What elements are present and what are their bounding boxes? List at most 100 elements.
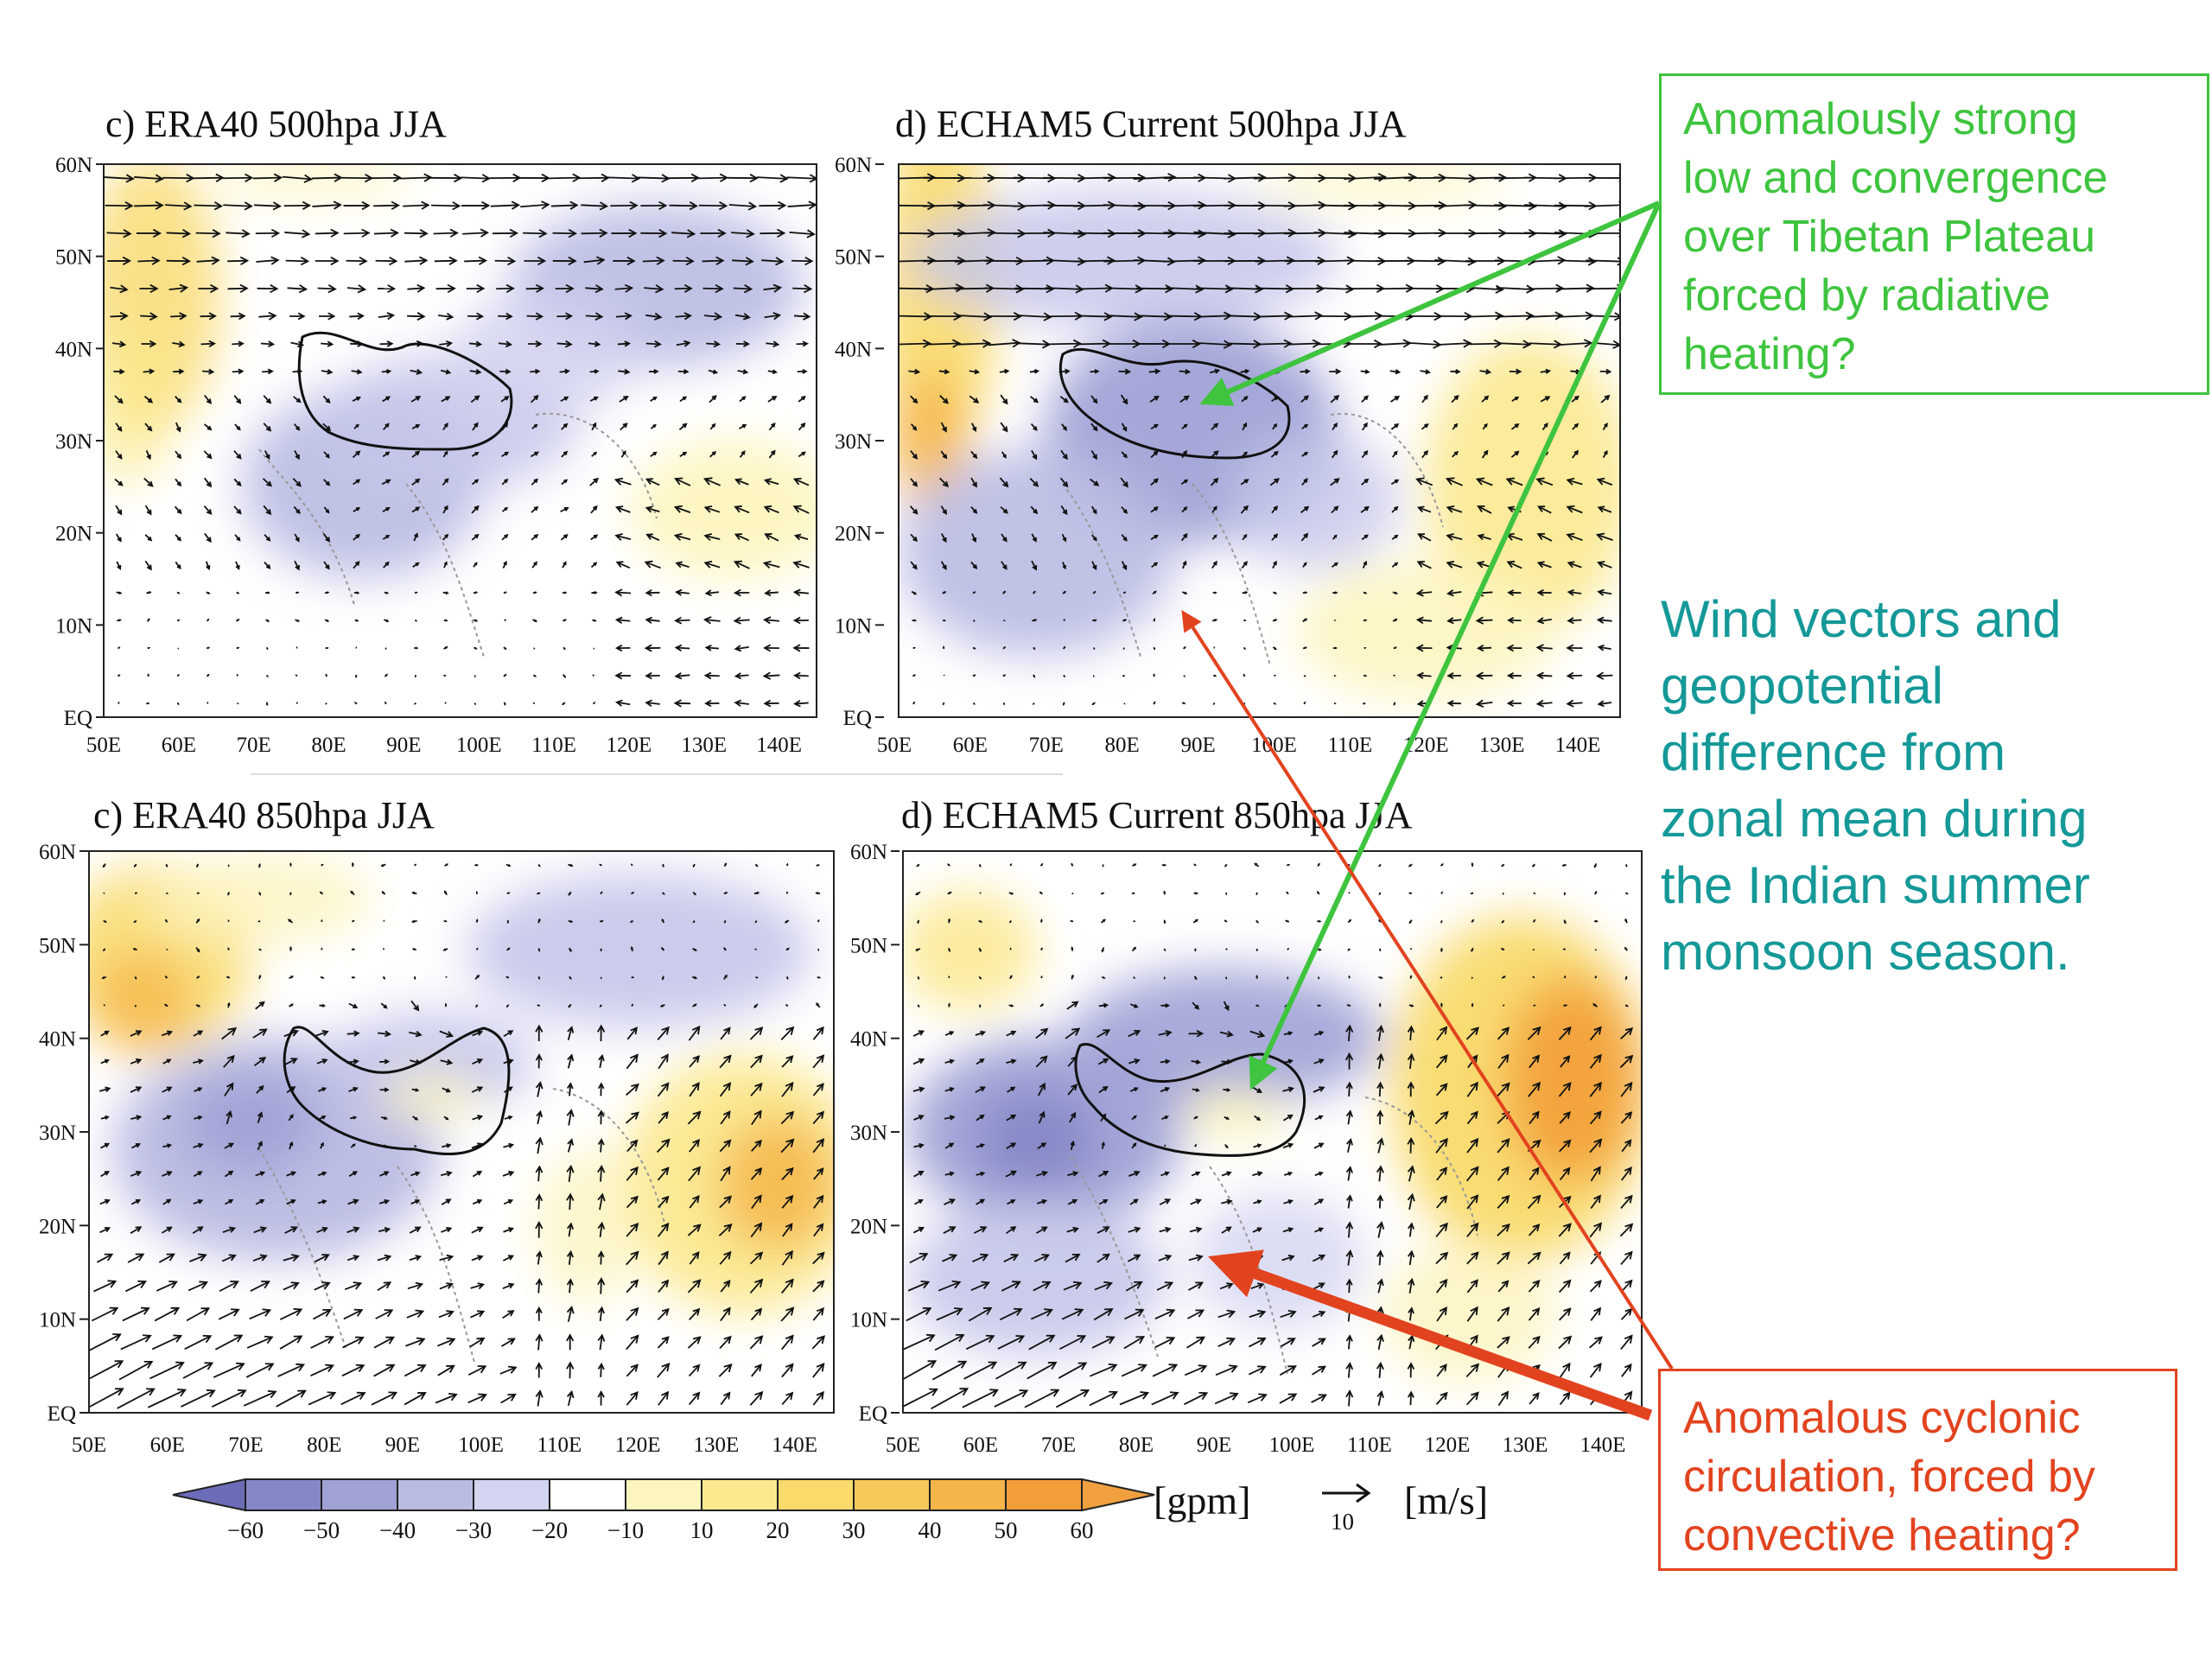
wind-vector xyxy=(283,1254,300,1262)
wind-vector xyxy=(812,1390,824,1406)
colorbar-unit: [gpm] xyxy=(1154,1478,1250,1522)
wind-vector xyxy=(322,533,331,543)
wind-vector xyxy=(1065,1254,1081,1263)
wind-vector xyxy=(1313,1198,1325,1205)
wind-vector xyxy=(1221,1226,1232,1234)
wind-vector xyxy=(1160,1003,1171,1008)
wind-vector xyxy=(1536,561,1552,569)
wind-vector xyxy=(1000,505,1008,514)
wind-vector xyxy=(718,1223,733,1236)
wind-vector xyxy=(1408,863,1413,868)
wind-vector xyxy=(1001,1281,1021,1292)
wind-vector xyxy=(1332,591,1338,594)
wind-vector xyxy=(763,478,779,486)
wind-vector xyxy=(1597,700,1612,708)
wind-vector xyxy=(976,1171,986,1177)
wind-vector xyxy=(143,477,154,487)
wind-vector xyxy=(1128,1029,1141,1038)
wind-vector xyxy=(767,396,778,403)
wind-vector xyxy=(442,919,448,923)
wind-vector xyxy=(1248,1365,1267,1376)
wind-vector xyxy=(1033,646,1036,651)
wind-vector xyxy=(785,947,790,951)
wind-vector xyxy=(221,1254,237,1262)
wind-vector xyxy=(475,1004,479,1008)
wind-vector xyxy=(196,976,200,979)
wind-vector xyxy=(1252,1227,1263,1233)
wind-vector xyxy=(1497,1027,1510,1040)
wind-vector xyxy=(704,589,720,597)
wind-vector xyxy=(348,1002,359,1009)
wind-vector xyxy=(661,976,664,981)
wind-vector xyxy=(1132,863,1137,867)
wind-vector xyxy=(502,560,507,569)
wind-vector xyxy=(1346,863,1351,867)
wind-vector xyxy=(560,533,569,541)
wind-vector xyxy=(526,312,544,321)
wind-vector xyxy=(1000,422,1008,433)
wind-vector xyxy=(626,1250,639,1266)
wind-vector xyxy=(995,1361,1027,1380)
lat-tick-label: 30N xyxy=(55,430,92,454)
wind-vector xyxy=(972,591,976,594)
wind-vector xyxy=(1071,946,1074,951)
lat-tick-label: 20N xyxy=(39,1215,76,1238)
wind-vector xyxy=(597,1109,605,1125)
wind-vector xyxy=(1589,1222,1603,1238)
wind-vector xyxy=(1128,1170,1141,1177)
wind-vector xyxy=(597,1306,605,1322)
wind-vector xyxy=(1224,173,1267,182)
wind-vector xyxy=(598,1053,605,1068)
wind-vector xyxy=(532,619,538,622)
wind-vector xyxy=(1059,477,1069,488)
wind-vector xyxy=(1302,618,1308,623)
wind-vector xyxy=(1392,591,1398,594)
wind-vector xyxy=(1524,229,1567,238)
wind-vector xyxy=(373,200,400,210)
wind-vector xyxy=(1482,423,1488,430)
wind-vector xyxy=(786,862,789,867)
wind-vector xyxy=(913,1115,925,1121)
wind-vector xyxy=(657,1026,670,1040)
wind-vector xyxy=(619,395,629,403)
wind-vector xyxy=(145,450,151,461)
wind-vector xyxy=(1331,562,1339,568)
wind-vector xyxy=(1593,863,1598,868)
wind-vector xyxy=(233,450,242,460)
wind-vector xyxy=(749,1278,764,1294)
wind-vector xyxy=(1446,672,1462,680)
wind-vector xyxy=(433,228,459,238)
wind-vector xyxy=(382,976,386,980)
wind-vector xyxy=(470,395,480,404)
wind-vector xyxy=(1211,619,1218,622)
wind-vector xyxy=(535,1278,543,1294)
wind-vector xyxy=(1602,423,1608,430)
wind-vector xyxy=(689,1138,701,1153)
lat-tick-label: 10N xyxy=(55,614,92,638)
wind-vector xyxy=(502,1255,515,1262)
wind-vector xyxy=(1181,449,1187,459)
wind-vector xyxy=(797,368,808,374)
wind-vector xyxy=(1624,946,1629,951)
wind-vector xyxy=(645,505,660,513)
wind-vector xyxy=(286,1171,297,1177)
wind-vector xyxy=(1101,976,1106,979)
tibetan-plateau-contour xyxy=(1074,1042,1306,1157)
wind-vector xyxy=(1416,671,1432,679)
wind-vector xyxy=(89,1333,122,1351)
wind-vector xyxy=(910,395,918,404)
wind-vector xyxy=(590,562,598,569)
wind-vector xyxy=(1194,948,1197,952)
wind-vector xyxy=(1001,451,1007,459)
wind-vector xyxy=(136,228,162,238)
wind-vector xyxy=(1035,1226,1048,1234)
wind-vector xyxy=(1067,1084,1077,1096)
wind-vector xyxy=(276,1389,307,1408)
wind-vector xyxy=(1166,284,1205,294)
wind-vector xyxy=(223,201,253,211)
wind-vector xyxy=(815,864,820,867)
wind-vector xyxy=(1541,423,1548,430)
lat-tick-label: 30N xyxy=(835,430,872,454)
wind-vector xyxy=(1378,1002,1382,1007)
wind-vector xyxy=(438,1310,454,1319)
